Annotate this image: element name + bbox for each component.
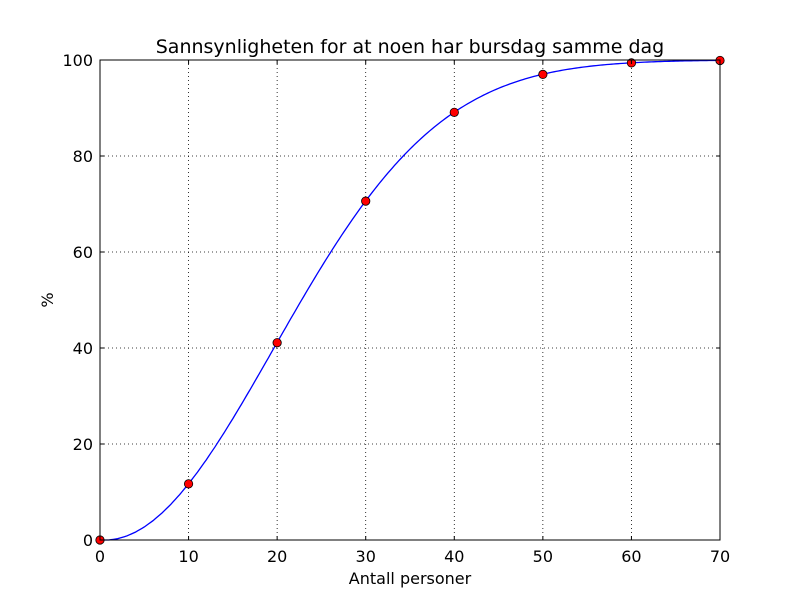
data-point bbox=[361, 196, 371, 206]
data-point bbox=[538, 69, 548, 80]
x-tick-label: 70 bbox=[710, 547, 730, 566]
x-tick-label: 50 bbox=[533, 547, 553, 566]
y-tick-label: 0 bbox=[83, 531, 93, 550]
x-tick-label: 10 bbox=[178, 547, 198, 566]
x-tick-label: 0 bbox=[95, 547, 105, 566]
probability-curve bbox=[100, 59, 721, 541]
y-axis-label: % bbox=[38, 292, 57, 307]
y-tick-label: 60 bbox=[73, 243, 93, 262]
x-axis-label: Antall personer bbox=[349, 569, 472, 588]
data-point bbox=[183, 479, 194, 489]
plot-frame bbox=[99, 59, 721, 541]
y-tick-label: 80 bbox=[73, 147, 93, 166]
y-tick-label: 100 bbox=[62, 51, 93, 70]
data-point bbox=[272, 338, 282, 348]
y-tick-label: 40 bbox=[73, 339, 93, 358]
chart-title: Sannsynligheten for at noen har bursdag … bbox=[156, 36, 664, 58]
x-tick-label: 40 bbox=[444, 547, 464, 566]
x-tick-label: 30 bbox=[356, 547, 376, 566]
axis-ticks: 0 10 20 30 40 50 60 70 0 20 40 60 80 100 bbox=[62, 51, 730, 566]
x-tick-label: 60 bbox=[621, 547, 641, 566]
y-tick-label: 20 bbox=[73, 435, 93, 454]
probability-curve-layer bbox=[100, 59, 721, 541]
data-point bbox=[449, 107, 459, 117]
x-tick-label: 20 bbox=[267, 547, 287, 566]
